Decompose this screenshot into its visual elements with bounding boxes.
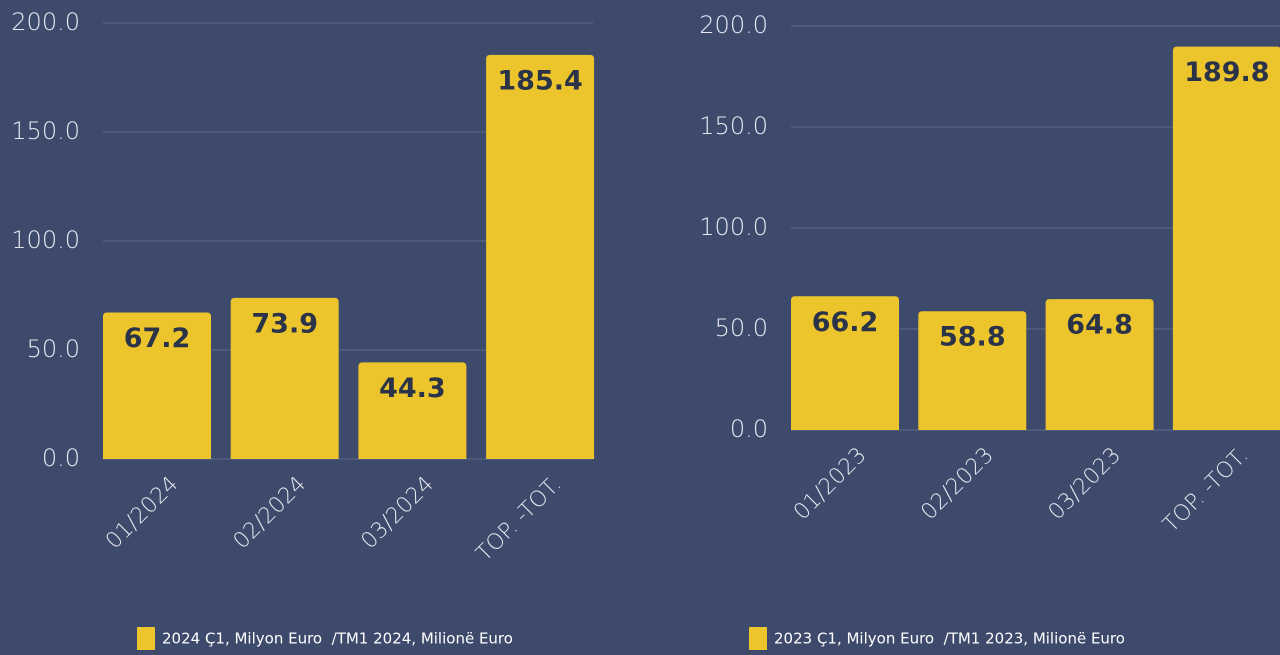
x-tick-label: 01/2023 bbox=[789, 443, 871, 525]
value-label: 66.2 bbox=[812, 307, 879, 338]
value-label: 185.4 bbox=[497, 65, 582, 96]
y-tick-label: 150.0 bbox=[11, 117, 80, 145]
y-tick-label: 200.0 bbox=[11, 8, 80, 36]
x-tick-label: 02/2024 bbox=[229, 472, 311, 554]
bar bbox=[791, 296, 899, 430]
y-tick-label: 100.0 bbox=[11, 226, 80, 254]
value-label: 44.3 bbox=[379, 373, 446, 404]
x-tick-label: 03/2023 bbox=[1044, 443, 1126, 525]
bar bbox=[918, 311, 1027, 430]
legend-label: 2024 Ç1, Milyon Euro /TM1 2024, Milionë … bbox=[162, 630, 513, 648]
value-label: 73.9 bbox=[251, 308, 318, 339]
legend-label: 2023 Ç1, Milyon Euro /TM1 2023, Milionë … bbox=[774, 630, 1125, 648]
y-tick-label: 50.0 bbox=[27, 335, 80, 363]
x-tick-label: TOP. -TOT. bbox=[472, 472, 567, 567]
x-tick-label: 03/2024 bbox=[357, 472, 439, 554]
y-tick-label: 200.0 bbox=[699, 11, 768, 39]
bar bbox=[486, 54, 595, 459]
y-tick-label: 0.0 bbox=[730, 415, 768, 443]
bar bbox=[1045, 299, 1154, 430]
y-tick-label: 0.0 bbox=[42, 444, 80, 472]
value-label: 189.8 bbox=[1184, 57, 1269, 88]
y-tick-label: 100.0 bbox=[699, 213, 768, 241]
bar bbox=[358, 362, 467, 459]
x-tick-label: 01/2024 bbox=[101, 472, 183, 554]
value-label: 64.8 bbox=[1066, 310, 1133, 341]
legend-swatch bbox=[137, 627, 155, 650]
x-tick-label: TOP. -TOT. bbox=[1159, 443, 1254, 538]
y-tick-label: 150.0 bbox=[699, 112, 768, 140]
legend-swatch bbox=[749, 627, 767, 650]
x-tick-label: 02/2023 bbox=[916, 443, 998, 525]
bar bbox=[230, 297, 339, 459]
bar bbox=[103, 312, 211, 459]
bar bbox=[1172, 46, 1280, 430]
y-tick-label: 50.0 bbox=[715, 314, 768, 342]
value-label: 67.2 bbox=[124, 323, 191, 354]
value-label: 58.8 bbox=[939, 322, 1006, 353]
